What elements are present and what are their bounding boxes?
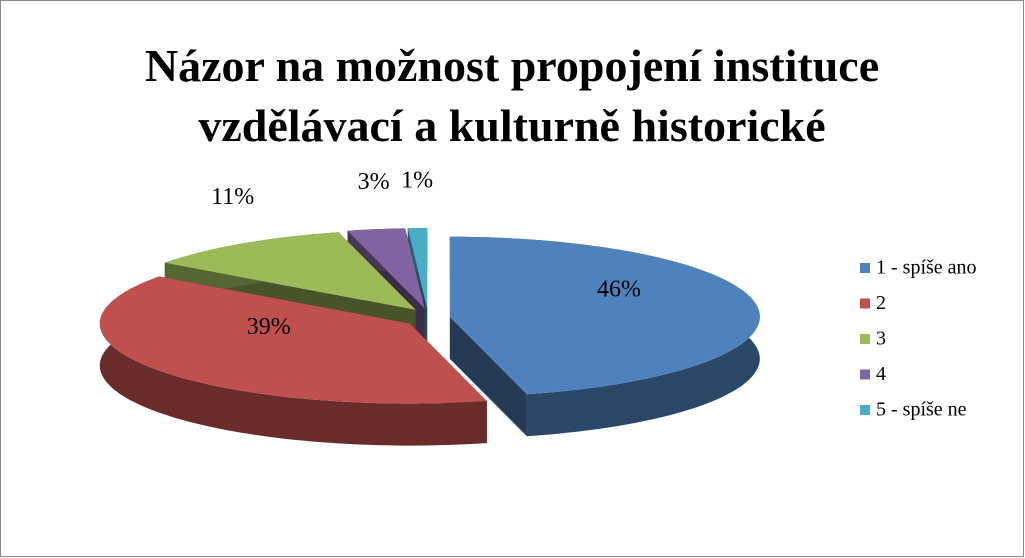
legend-swatch	[860, 369, 870, 380]
legend-label: 2	[876, 292, 886, 314]
legend-swatch	[860, 334, 870, 344]
legend-label: 3	[876, 328, 886, 350]
legend-label: 1 - spíše ano	[876, 257, 977, 279]
data-label: 39%	[247, 314, 291, 340]
legend-label: 5 - spíše ne	[876, 399, 967, 421]
legend-swatch	[860, 405, 870, 415]
slice-top	[407, 228, 428, 309]
slice	[449, 236, 760, 437]
data-label: 11%	[211, 184, 254, 210]
data-label: 3%	[358, 169, 390, 195]
slice-wall	[99, 276, 487, 446]
slice-top	[99, 276, 487, 404]
slice-top	[347, 228, 425, 309]
slice	[99, 276, 487, 446]
data-label: 46%	[597, 277, 641, 303]
slice-side	[449, 316, 527, 437]
chart-title: Názor na možnost propojení instituce vzd…	[144, 40, 880, 151]
slice-top	[164, 232, 416, 310]
legend-label: 4	[876, 363, 886, 385]
data-label: 1%	[401, 168, 433, 194]
slice-top	[449, 236, 760, 395]
legend-swatch	[860, 298, 870, 309]
legend-swatch	[860, 263, 870, 273]
